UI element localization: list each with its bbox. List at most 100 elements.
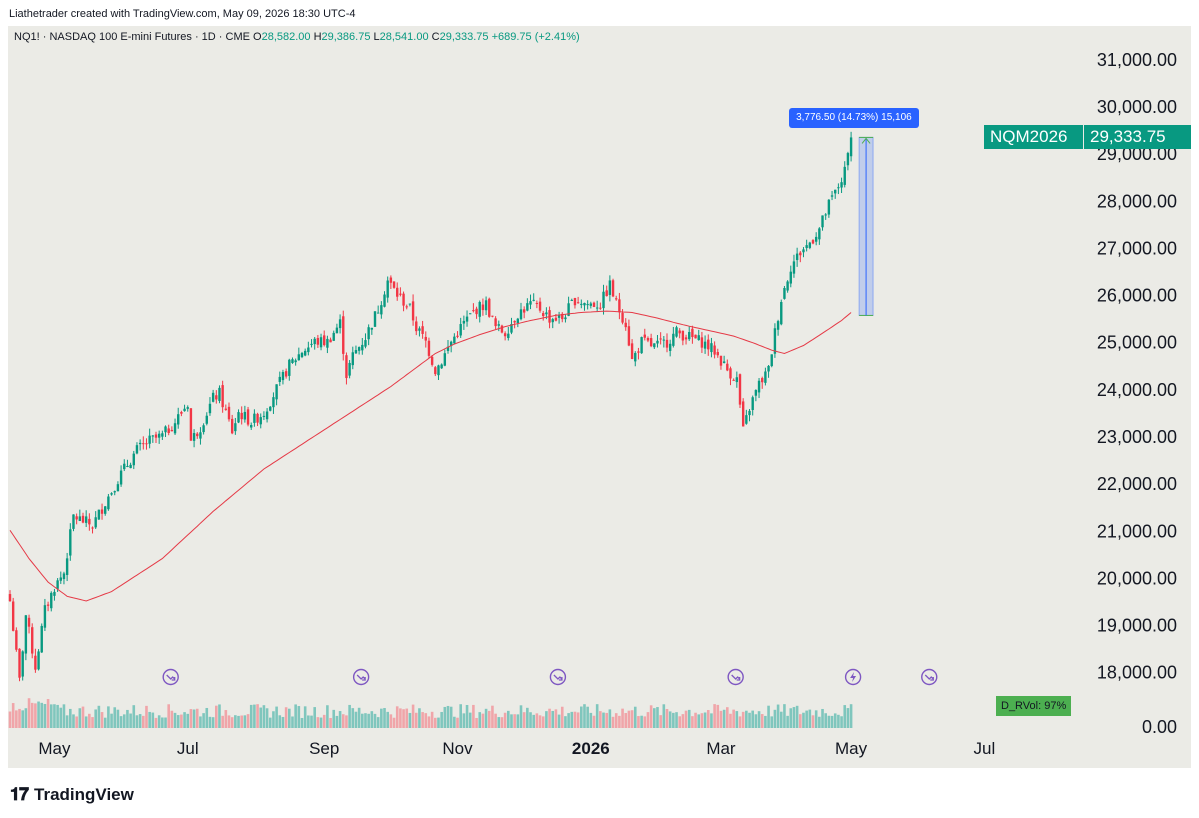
- candle-body: [399, 293, 402, 295]
- volume-bar: [646, 712, 650, 728]
- candle-body: [389, 277, 393, 283]
- volume-bar: [211, 717, 215, 728]
- volume-bar: [395, 706, 399, 728]
- volume-bar: [326, 705, 329, 728]
- volume-bar: [386, 711, 389, 728]
- volume-bar: [802, 712, 805, 728]
- candle-body: [764, 371, 767, 383]
- volume-bar: [627, 710, 631, 728]
- volume-bar: [402, 709, 405, 728]
- candle-body: [634, 352, 637, 362]
- volume-bar: [65, 715, 69, 728]
- volume-bar: [526, 707, 529, 728]
- volume-bar: [110, 713, 113, 728]
- volume-bar: [621, 708, 624, 728]
- candle-body: [196, 433, 199, 437]
- split-event-icon: [162, 668, 179, 686]
- candle-body: [605, 290, 608, 297]
- candle-body: [776, 321, 780, 330]
- candle-body: [123, 463, 126, 470]
- volume-bar: [672, 712, 675, 728]
- candle-body: [284, 371, 288, 377]
- candle-body: [154, 434, 158, 438]
- volume-bar: [507, 710, 510, 728]
- candle-body: [367, 327, 370, 340]
- volume-bar: [256, 704, 259, 728]
- rvol-badge[interactable]: D_RVol: 97%: [996, 696, 1072, 716]
- volume-bar: [291, 716, 294, 728]
- candle-body: [713, 345, 716, 355]
- volume-bar: [624, 713, 628, 728]
- x-tick-label: Jul: [974, 739, 996, 758]
- ohlc-value: 29,386.75: [321, 31, 371, 43]
- volume-bar: [722, 709, 726, 728]
- candle-body: [827, 199, 831, 215]
- y-tick-label: 23,000.00: [1097, 427, 1177, 447]
- candle-body: [703, 341, 707, 349]
- volume-bar: [764, 715, 767, 728]
- volume-bar: [373, 713, 377, 728]
- volume-bar: [472, 704, 475, 728]
- tradingview-logo[interactable]: 𝟏𝟕 TradingView: [10, 784, 134, 805]
- volume-bar: [84, 716, 88, 728]
- candle-body: [107, 496, 110, 510]
- volume-bar: [21, 710, 24, 728]
- x-tick-label: May: [38, 739, 71, 758]
- candle-body: [294, 360, 297, 363]
- candle-body: [215, 395, 218, 400]
- candle-body: [18, 648, 21, 678]
- volume-bar: [221, 715, 224, 728]
- volume-bar: [154, 717, 158, 728]
- candle-body: [297, 354, 301, 361]
- volume-bar: [348, 704, 351, 728]
- volume-bar: [643, 716, 647, 728]
- volume-bar: [303, 706, 307, 728]
- candle-body: [97, 509, 101, 520]
- candle-body: [516, 318, 520, 324]
- candle-body: [459, 324, 462, 336]
- candle-body: [177, 414, 180, 425]
- volume-bar: [516, 714, 520, 728]
- volume-bar: [215, 705, 218, 728]
- candle-body: [440, 364, 443, 369]
- volume-bar: [564, 716, 567, 728]
- candle-body: [615, 298, 618, 300]
- candle-body: [161, 433, 164, 437]
- candle-body: [316, 338, 320, 345]
- volume-bar: [383, 708, 386, 728]
- volume-bar: [462, 713, 466, 728]
- volume-bar: [414, 712, 418, 728]
- volume-bar: [332, 709, 336, 728]
- volume-bar: [192, 709, 196, 728]
- candle-body: [259, 417, 262, 425]
- volume-bar: [481, 713, 485, 728]
- candle-body: [649, 338, 653, 347]
- y-tick-label: 30,000.00: [1097, 97, 1177, 117]
- event-circle: [352, 668, 370, 686]
- volume-bar: [253, 704, 256, 728]
- candle-body: [8, 594, 12, 602]
- volume-bar: [202, 713, 205, 728]
- candle-body: [586, 304, 589, 306]
- candle-body: [653, 343, 656, 348]
- candle-body: [656, 340, 659, 344]
- candle-body: [576, 302, 580, 304]
- candle-body: [561, 313, 564, 320]
- candle-body: [72, 514, 75, 529]
- candle-body: [684, 337, 688, 340]
- y-tick-label: 18,000.00: [1097, 663, 1177, 683]
- y-tick-label: 31,000.00: [1097, 50, 1177, 70]
- event-glyph: [553, 674, 563, 680]
- measure-label[interactable]: 3,776.50 (14.73%) 15,106: [789, 108, 919, 129]
- candle-body: [738, 374, 742, 405]
- chart-panel[interactable]: [8, 26, 1191, 768]
- volume-bar: [94, 709, 97, 728]
- volume-bar: [249, 704, 253, 728]
- candle-body: [643, 334, 646, 338]
- candle-body: [488, 298, 491, 317]
- candle-body: [116, 484, 120, 492]
- candle-body: [453, 336, 456, 344]
- candle-body: [148, 435, 151, 444]
- candle-body: [43, 605, 47, 628]
